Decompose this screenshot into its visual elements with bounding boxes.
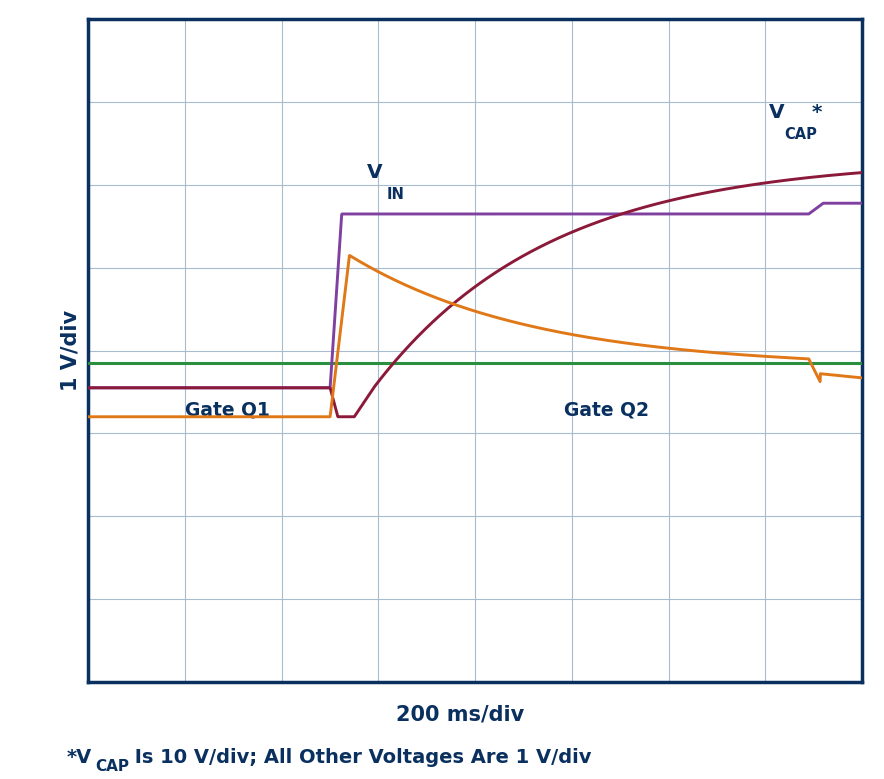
Text: Is 10 V/div; All Other Voltages Are 1 V/div: Is 10 V/div; All Other Voltages Are 1 V/… bbox=[128, 748, 591, 767]
Text: *V: *V bbox=[66, 748, 92, 767]
Text: CAP: CAP bbox=[95, 759, 129, 774]
Text: *: * bbox=[812, 103, 822, 122]
Text: IN: IN bbox=[386, 186, 404, 202]
Y-axis label: 1 V/div: 1 V/div bbox=[60, 310, 80, 391]
Text: V: V bbox=[367, 163, 383, 182]
Text: CAP: CAP bbox=[785, 127, 818, 142]
Text: Gate Q2: Gate Q2 bbox=[564, 400, 649, 420]
Text: V: V bbox=[769, 103, 785, 122]
Text: Gate Q1: Gate Q1 bbox=[185, 400, 271, 420]
Text: 200 ms/div: 200 ms/div bbox=[395, 704, 524, 724]
